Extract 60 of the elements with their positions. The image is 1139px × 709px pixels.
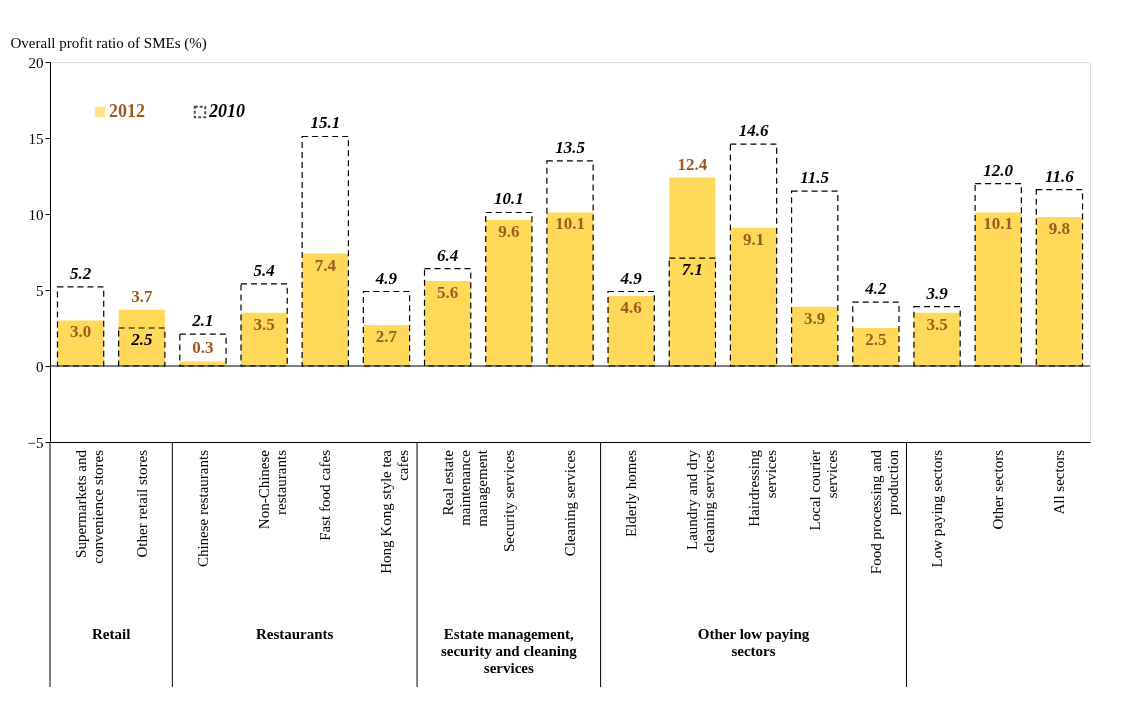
x-tick-label: Cleaning services xyxy=(562,449,578,557)
legend-label: 2012 xyxy=(109,101,145,121)
data-label: 13.5 xyxy=(555,137,586,157)
data-label: 4.2 xyxy=(864,279,888,299)
x-tick-label: Fast food cafes xyxy=(317,449,334,541)
y-tick-label: −5 xyxy=(27,434,44,451)
y-tick-label: 20 xyxy=(28,54,44,71)
data-label: 5.6 xyxy=(437,282,459,302)
data-label: 9.6 xyxy=(498,222,520,242)
data-label: 2.1 xyxy=(191,311,214,331)
x-tick-label: Other sectors xyxy=(990,449,1007,530)
text: Retail xyxy=(92,626,131,642)
data-label: 7.1 xyxy=(681,260,703,280)
data-label: 10.1 xyxy=(983,214,1014,234)
data-label: 3.5 xyxy=(253,314,275,334)
y-tick-label: 0 xyxy=(36,358,44,375)
data-label: 3.5 xyxy=(926,314,948,334)
text: Restaurants xyxy=(255,626,334,642)
data-label: 7.4 xyxy=(314,255,337,275)
data-label: 12.0 xyxy=(983,160,1014,180)
text: Other low paying sectors xyxy=(697,626,810,659)
data-label: 11.6 xyxy=(1045,166,1075,186)
data-label: 10.1 xyxy=(555,214,585,234)
x-tick-label: Laundry and dry cleaning services xyxy=(684,449,718,553)
x-tick-label: Security services xyxy=(500,449,517,553)
data-label: 9.1 xyxy=(742,229,765,249)
legend-label: 2010 xyxy=(208,101,245,121)
data-label: 5.2 xyxy=(69,263,92,283)
y-tick-label: 15 xyxy=(28,130,44,147)
x-tick-label: Supermarkets and convenience stores xyxy=(72,449,106,564)
data-label: 2.5 xyxy=(865,330,887,349)
x-tick-label: Elderly homes xyxy=(623,449,640,538)
x-tick-label: Chinese restaurants xyxy=(194,449,211,568)
data-label: 4.9 xyxy=(374,268,398,288)
data-label: 6.4 xyxy=(437,245,459,265)
data-label: 12.4 xyxy=(677,154,708,174)
y-tick-label: 5 xyxy=(36,282,44,299)
data-label: 10.1 xyxy=(493,189,524,209)
x-tick-label: Other retail stores xyxy=(133,449,150,558)
text: Estate management, security and cleaning services xyxy=(440,626,578,676)
data-label: 15.1 xyxy=(310,113,341,133)
data-label: 5.4 xyxy=(253,260,275,280)
y-tick-label: 10 xyxy=(28,206,44,223)
data-label: 14.6 xyxy=(738,121,769,141)
data-label: 0.3 xyxy=(192,338,214,358)
x-tick-label: Low paying sectors xyxy=(929,449,946,568)
x-tick-label: All sectors xyxy=(1051,449,1068,515)
data-label: 3.9 xyxy=(925,283,949,303)
data-label: 2.7 xyxy=(375,326,398,346)
data-label: 9.8 xyxy=(1048,219,1071,239)
data-label: 11.5 xyxy=(800,168,830,188)
data-label: 2.5 xyxy=(130,330,153,349)
x-tick-label: Hong Kong style tea cafes xyxy=(378,449,412,574)
y-axis-title: Overall profit ratio of SMEs (%) xyxy=(10,34,207,52)
data-label: 3.7 xyxy=(131,286,153,306)
data-label: 4.9 xyxy=(619,268,643,288)
data-label: 4.6 xyxy=(620,298,642,318)
data-label: 3.9 xyxy=(804,308,826,328)
data-label: 3.0 xyxy=(69,322,92,342)
x-tick-label: Non-Chinese restaurants xyxy=(256,449,290,530)
